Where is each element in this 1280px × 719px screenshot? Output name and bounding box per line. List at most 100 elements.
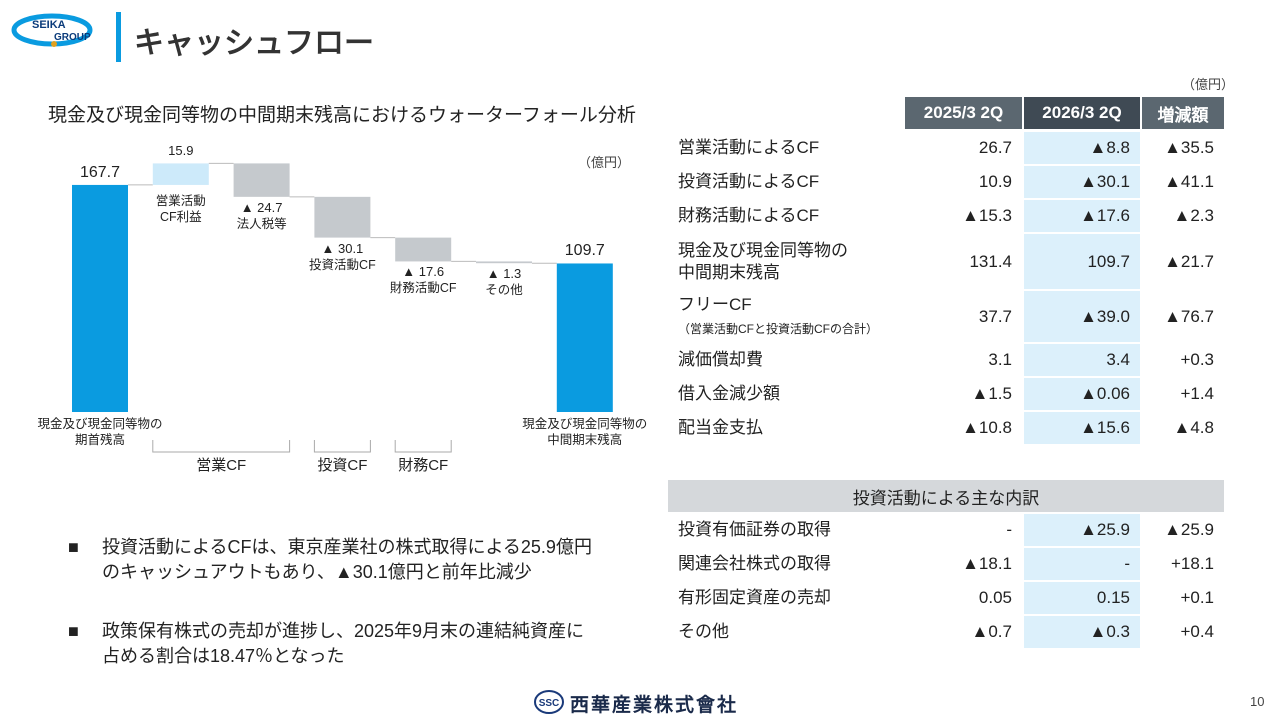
table-cell: +0.3 xyxy=(1180,350,1214,369)
row-label: 減価償却費 xyxy=(678,343,763,377)
row-label-text: 投資活動によるCF xyxy=(678,172,820,191)
column-header: 増減額 xyxy=(1142,97,1224,129)
table-cell: ▲0.3 xyxy=(1024,616,1140,648)
footer-logo: SSC xyxy=(534,690,564,714)
bullet: ■ 投資活動によるCFは、東京産業社の株式取得による25.9億円のキャッシュアウト… xyxy=(68,535,598,585)
row-label-text: 営業活動によるCF xyxy=(678,138,820,157)
bar xyxy=(556,263,613,412)
table-cell: 3.4 xyxy=(1024,344,1140,376)
row-label: 投資活動によるCF xyxy=(678,165,819,199)
value-label: ▲ 24.7 xyxy=(240,199,283,215)
logo-text: SEIKA xyxy=(32,19,66,31)
column-header: 2026/3 2Q xyxy=(1024,97,1140,129)
value-label: ▲ 30.1 xyxy=(321,240,364,256)
bullet-mark: ■ xyxy=(68,621,79,641)
table-cell: ▲21.7 xyxy=(1164,251,1214,271)
category-label: その他 xyxy=(485,283,523,298)
logo-text: GROUP xyxy=(54,32,91,43)
logo: SEIKA GROUP xyxy=(11,13,93,47)
table-cell: ▲39.0 xyxy=(1024,291,1140,342)
row-label: フリーCF （営業活動CFと投資活動CFの合計） xyxy=(678,290,878,343)
row-label: 関連会社株式の取得 xyxy=(678,547,831,581)
bar xyxy=(152,163,209,185)
category-label: 現金及び現金同等物の 中間期末残高 xyxy=(522,417,648,447)
table-cell: ▲25.9 xyxy=(1164,520,1214,539)
group-bracket xyxy=(313,440,371,453)
table-cell: ▲76.7 xyxy=(1164,306,1214,326)
bar xyxy=(314,196,371,238)
table-cell: +1.4 xyxy=(1180,384,1214,403)
bullet-list: ■ 投資活動によるCFは、東京産業社の株式取得による25.9億円のキャッシュアウト… xyxy=(68,510,598,694)
waterfall-chart xyxy=(72,162,613,453)
table-cell: ▲30.1 xyxy=(1024,166,1140,198)
category-label: 営業活動 CF利益 xyxy=(155,193,206,224)
row-label: 投資有価証券の取得 xyxy=(678,513,831,547)
table-cell: ▲41.1 xyxy=(1164,172,1214,191)
table-cell: 26.7 xyxy=(978,138,1012,157)
row-label-text: 投資有価証券の取得 xyxy=(678,520,831,539)
category-label: 財務活動CF xyxy=(389,281,457,296)
value-label: 109.7 xyxy=(564,242,605,260)
bullet-mark: ■ xyxy=(68,537,79,557)
group-label: 投資CF xyxy=(317,457,368,474)
row-label: その他 xyxy=(678,615,729,649)
value-label: 15.9 xyxy=(168,143,194,159)
table-cell: ▲35.5 xyxy=(1164,138,1214,157)
category-label: 現金及び現金同等物の 期首残高 xyxy=(37,417,163,447)
table-cell: ▲25.9 xyxy=(1024,514,1140,546)
table-cell: - xyxy=(1024,548,1140,580)
table-cell: ▲2.3 xyxy=(1173,206,1214,225)
table-cell: ▲18.1 xyxy=(962,554,1012,573)
table-cell: ▲15.3 xyxy=(962,206,1012,225)
table-cell: 0.05 xyxy=(978,588,1012,607)
row-label: 借入金減少額 xyxy=(678,377,780,411)
bar xyxy=(233,163,290,197)
group-bracket xyxy=(152,440,291,453)
column-header: 2025/3 2Q xyxy=(905,97,1022,129)
table-cell: 37.7 xyxy=(978,306,1012,326)
table-cell: ▲4.8 xyxy=(1173,418,1214,437)
table-cell: ▲0.06 xyxy=(1024,378,1140,410)
table-cell: +0.1 xyxy=(1180,588,1214,607)
row-label: 配当金支払 xyxy=(678,411,763,445)
row-label-text: 関連会社株式の取得 xyxy=(678,554,831,573)
table-cell: - xyxy=(1006,520,1012,539)
table-cell: ▲1.5 xyxy=(971,384,1012,403)
row-label-text: 現金及び現金同等物の 中間期末残高 xyxy=(678,240,848,282)
table-cell: ▲15.6 xyxy=(1024,412,1140,444)
row-label-text: フリーCF xyxy=(678,294,752,314)
bar xyxy=(72,184,128,412)
table-cell: +0.4 xyxy=(1180,622,1214,641)
value-label: ▲ 1.3 xyxy=(486,266,522,282)
page-number: 10 xyxy=(1250,694,1265,709)
row-label-text: 財務活動によるCF xyxy=(678,206,820,225)
chart-title: 現金及び現金同等物の中間期末残高におけるウォーターフォール分析 xyxy=(48,105,636,126)
logo-dot xyxy=(51,41,57,47)
footer-logo-ring xyxy=(534,690,564,714)
footer-logo-text: SSC xyxy=(539,698,560,709)
value-label: 167.7 xyxy=(79,163,121,181)
table-cell: ▲17.6 xyxy=(1024,200,1140,232)
company-name: 西華産業株式會社 xyxy=(570,695,739,716)
category-label: 法人税等 xyxy=(236,216,287,231)
table-cell: 131.4 xyxy=(969,251,1012,271)
row-label-text: 有形固定資産の売却 xyxy=(678,588,831,607)
table-cell: 10.9 xyxy=(978,172,1012,191)
bullet-text: 政策保有株式の売却が進捗し、2025年9月末の連結純資産に占める割合は18.47… xyxy=(102,621,585,666)
row-label-text: 減価償却費 xyxy=(678,350,763,369)
table-cell: 109.7 xyxy=(1024,234,1140,289)
bullet: ■ 政策保有株式の売却が進捗し、2025年9月末の連結純資産に占める割合は18.4… xyxy=(68,619,598,669)
row-label: 現金及び現金同等物の 中間期末残高 xyxy=(678,233,848,290)
title-accent xyxy=(116,12,121,62)
table-cell: 3.1 xyxy=(988,350,1012,369)
group-label: 財務CF xyxy=(398,457,449,474)
bullet-text: 投資活動によるCFは、東京産業社の株式取得による25.9億円のキャッシュアウトも… xyxy=(102,537,592,582)
table-unit: （億円） xyxy=(1182,77,1235,92)
page-title: キャッシュフロー xyxy=(134,27,374,60)
table-cell: +18.1 xyxy=(1170,554,1214,573)
category-label: 投資活動CF xyxy=(309,257,376,272)
group-bracket xyxy=(394,440,452,453)
chart-unit: （億円） xyxy=(578,155,631,170)
table-cell: ▲8.8 xyxy=(1024,132,1140,164)
